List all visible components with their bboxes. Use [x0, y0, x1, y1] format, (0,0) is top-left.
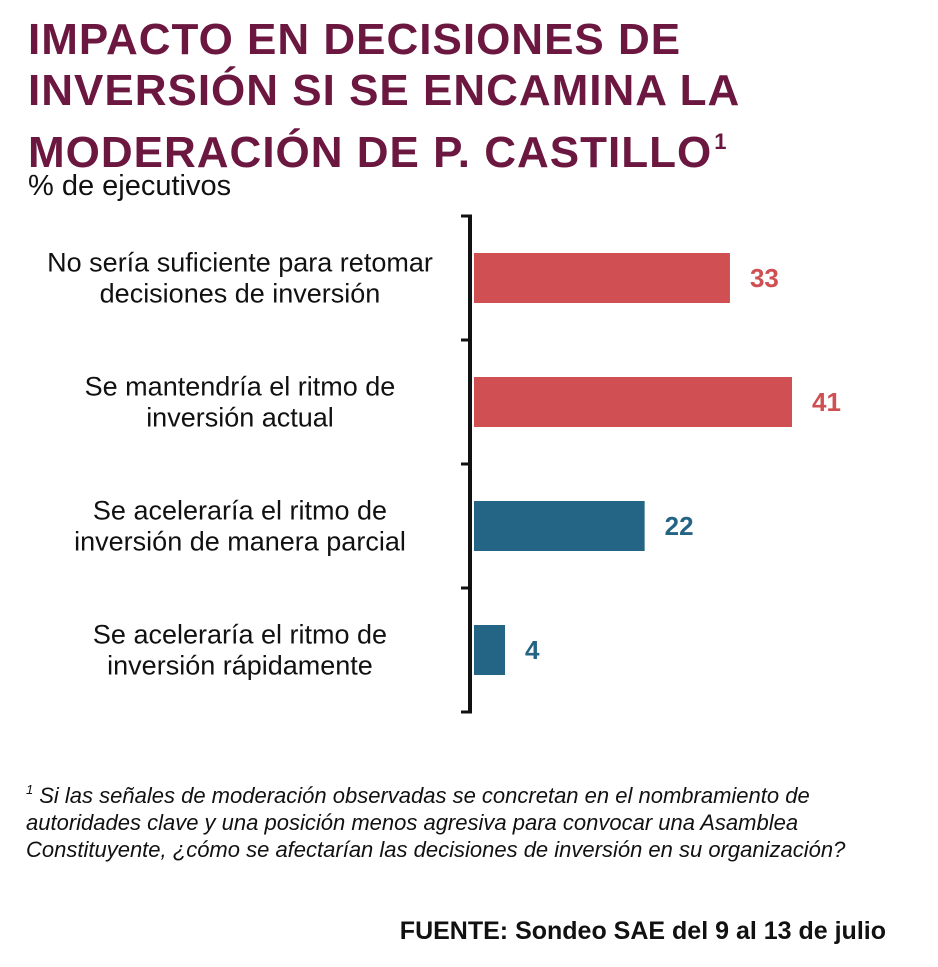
bar	[474, 377, 792, 427]
bar-chart: 33 No sería suficiente para retomar decisi…	[47, 214, 841, 714]
data-label: 41	[812, 387, 841, 417]
data-label: 22	[665, 511, 694, 541]
category-label-line: Se aceleraría el ritmo de	[93, 496, 387, 526]
data-label: 33	[750, 263, 779, 293]
category-label-line: inversión actual	[146, 403, 334, 433]
footnote-marker: 1	[26, 782, 34, 797]
chart-title-line: IMPACTO EN DECISIONES DE	[28, 15, 682, 64]
chart-subtitle: % de ejecutivos	[28, 170, 232, 202]
title-footnote-marker: 1	[714, 129, 728, 154]
category-label-line: inversión de manera parcial	[74, 527, 406, 557]
category-label-line: Se mantendría el ritmo de	[85, 372, 396, 402]
category-label: No sería suficiente para retomar decision…	[47, 248, 433, 309]
footnote-text: Si las señales de moderación observadas …	[26, 783, 846, 862]
bar	[474, 501, 645, 551]
category-label: Se aceleraría el ritmo de inversión rápid…	[93, 620, 387, 681]
category-label: Se mantendría el ritmo de inversión actua…	[85, 372, 396, 433]
chart-title-line-text: MODERACIÓN DE P. CASTILLO	[28, 128, 713, 177]
category-label: Se aceleraría el ritmo de inversión de ma…	[74, 496, 406, 557]
footnote: 1 Si las señales de moderación observadas…	[26, 776, 916, 863]
chart-title-line: MODERACIÓN DE P. CASTILLO1	[28, 116, 918, 178]
chart-title: IMPACTO EN DECISIONES DE INVERSIÓN SI SE…	[28, 14, 918, 178]
category-label-line: No sería suficiente para retomar	[47, 248, 433, 278]
category-label-line: Se aceleraría el ritmo de	[93, 620, 387, 650]
category-label-line: decisiones de inversión	[100, 279, 381, 309]
chart-title-line: INVERSIÓN SI SE ENCAMINA LA	[28, 66, 741, 115]
category-label-line: inversión rápidamente	[107, 651, 373, 681]
source-note: FUENTE: Sondeo SAE del 9 al 13 de julio	[399, 917, 886, 945]
data-label: 4	[525, 635, 540, 665]
bar	[474, 253, 730, 303]
bar	[474, 625, 506, 675]
